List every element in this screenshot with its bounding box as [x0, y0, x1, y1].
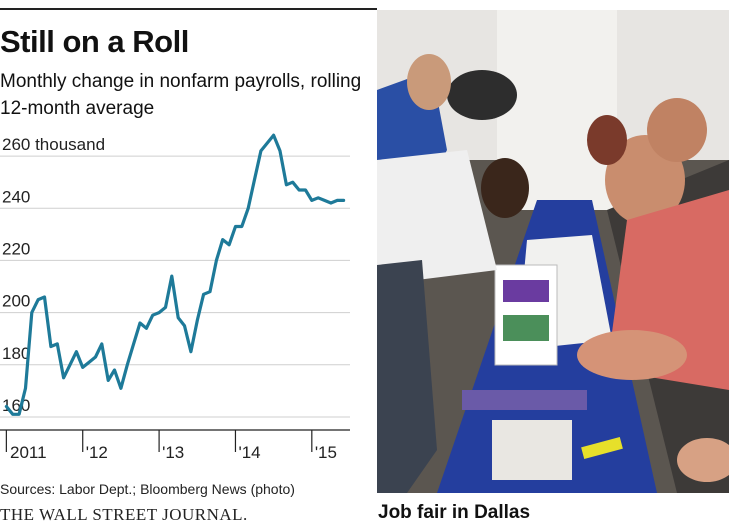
photo-caption: Job fair in Dallas [378, 502, 531, 523]
y-tick-label: 200 [2, 292, 30, 311]
chart-subtitle: Monthly change in nonfarm payrolls, roll… [0, 71, 362, 119]
x-tick-label: '13 [162, 443, 184, 462]
y-tick-label: 240 [2, 187, 30, 206]
payrolls-series-line [4, 133, 346, 416]
x-tick-label: 2011 [10, 443, 47, 462]
x-tick-label: '12 [86, 443, 108, 462]
y-tick-label: 220 [2, 239, 30, 258]
wsj-masthead: THE WALL STREET JOURNAL. [0, 505, 248, 524]
y-tick-label: 260 thousand [2, 135, 105, 154]
job-fair-photo-drawing [377, 10, 729, 493]
y-tick-label: 180 [2, 344, 30, 363]
x-tick-label: '15 [315, 443, 337, 462]
top-rule [0, 8, 377, 10]
chart-title: Still on a Roll [0, 24, 189, 59]
sources-note: Sources: Labor Dept.; Bloomberg News (ph… [0, 481, 295, 497]
x-tick-label: '14 [238, 443, 260, 462]
job-fair-photo [377, 10, 729, 493]
